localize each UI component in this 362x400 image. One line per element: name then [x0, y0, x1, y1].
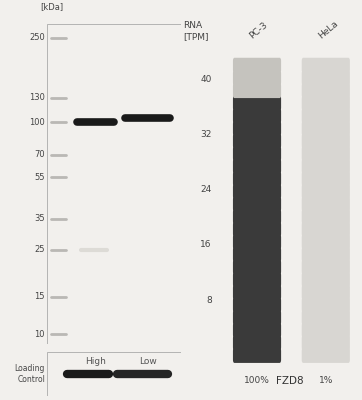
FancyBboxPatch shape — [233, 348, 281, 363]
FancyBboxPatch shape — [302, 297, 350, 312]
Text: 1%: 1% — [319, 376, 333, 384]
FancyBboxPatch shape — [233, 260, 281, 275]
FancyBboxPatch shape — [302, 285, 350, 300]
FancyBboxPatch shape — [302, 247, 350, 262]
Text: PC-3: PC-3 — [248, 20, 269, 40]
FancyBboxPatch shape — [233, 184, 281, 199]
FancyBboxPatch shape — [302, 108, 350, 123]
FancyBboxPatch shape — [233, 108, 281, 123]
FancyBboxPatch shape — [302, 83, 350, 98]
FancyBboxPatch shape — [302, 260, 350, 275]
Text: 10: 10 — [34, 330, 45, 339]
Text: 100: 100 — [29, 118, 45, 127]
FancyBboxPatch shape — [233, 159, 281, 174]
FancyBboxPatch shape — [233, 209, 281, 224]
Text: 32: 32 — [201, 130, 212, 139]
FancyBboxPatch shape — [233, 83, 281, 98]
FancyBboxPatch shape — [233, 146, 281, 161]
Text: 130: 130 — [29, 94, 45, 102]
FancyBboxPatch shape — [302, 159, 350, 174]
Text: 55: 55 — [34, 173, 45, 182]
Text: [kDa]: [kDa] — [40, 2, 63, 11]
Text: FZD8: FZD8 — [276, 376, 303, 386]
Text: 35: 35 — [34, 214, 45, 223]
FancyBboxPatch shape — [302, 335, 350, 350]
FancyBboxPatch shape — [233, 171, 281, 186]
Text: 8: 8 — [206, 296, 212, 305]
Text: 70: 70 — [34, 150, 45, 160]
FancyBboxPatch shape — [302, 272, 350, 287]
FancyBboxPatch shape — [233, 247, 281, 262]
FancyBboxPatch shape — [302, 121, 350, 136]
Text: HeLa: HeLa — [316, 19, 340, 40]
FancyBboxPatch shape — [233, 121, 281, 136]
Text: 15: 15 — [34, 292, 45, 302]
FancyBboxPatch shape — [233, 234, 281, 250]
FancyBboxPatch shape — [302, 58, 350, 73]
FancyBboxPatch shape — [233, 310, 281, 325]
Text: 24: 24 — [201, 185, 212, 194]
FancyBboxPatch shape — [302, 348, 350, 363]
FancyBboxPatch shape — [302, 96, 350, 111]
Text: RNA
[TPM]: RNA [TPM] — [183, 22, 208, 41]
Text: Low: Low — [139, 357, 156, 366]
Text: 100%: 100% — [244, 376, 270, 384]
FancyBboxPatch shape — [233, 297, 281, 312]
FancyBboxPatch shape — [233, 222, 281, 237]
Text: High: High — [85, 357, 106, 366]
FancyBboxPatch shape — [302, 209, 350, 224]
FancyBboxPatch shape — [302, 134, 350, 148]
FancyBboxPatch shape — [302, 196, 350, 212]
Text: 16: 16 — [200, 240, 212, 249]
Text: 250: 250 — [29, 33, 45, 42]
FancyBboxPatch shape — [302, 184, 350, 199]
Text: 25: 25 — [34, 245, 45, 254]
FancyBboxPatch shape — [302, 310, 350, 325]
FancyBboxPatch shape — [302, 171, 350, 186]
FancyBboxPatch shape — [233, 335, 281, 350]
FancyBboxPatch shape — [302, 146, 350, 161]
Text: 40: 40 — [201, 75, 212, 84]
FancyBboxPatch shape — [233, 70, 281, 86]
FancyBboxPatch shape — [233, 285, 281, 300]
FancyBboxPatch shape — [233, 323, 281, 338]
Text: Loading
Control: Loading Control — [15, 364, 45, 384]
FancyBboxPatch shape — [302, 70, 350, 86]
FancyBboxPatch shape — [233, 196, 281, 212]
FancyBboxPatch shape — [233, 96, 281, 111]
FancyBboxPatch shape — [302, 234, 350, 250]
FancyBboxPatch shape — [233, 58, 281, 73]
FancyBboxPatch shape — [233, 134, 281, 148]
FancyBboxPatch shape — [302, 222, 350, 237]
FancyBboxPatch shape — [233, 272, 281, 287]
FancyBboxPatch shape — [302, 323, 350, 338]
